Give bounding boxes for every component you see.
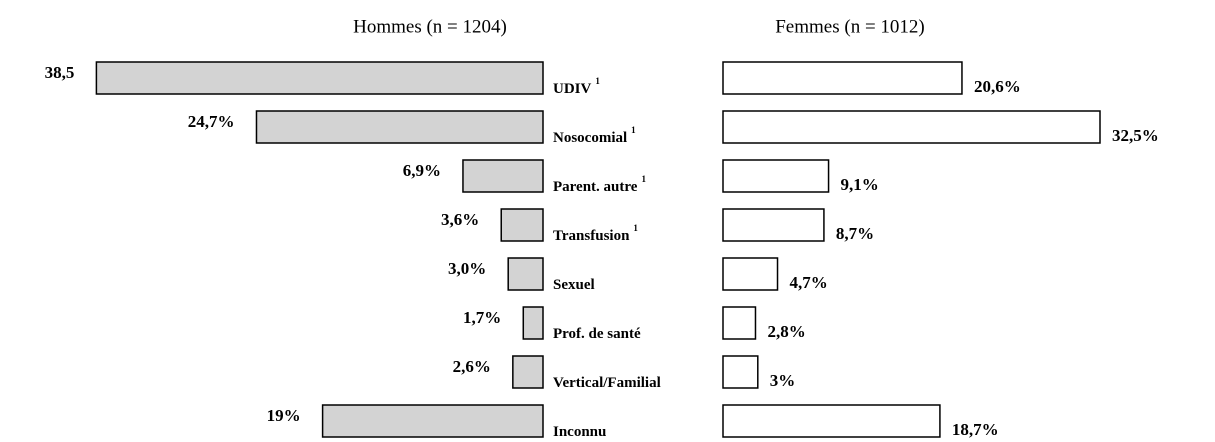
bar: [95, 61, 544, 95]
bar: [722, 110, 1101, 144]
bar: [722, 208, 825, 242]
value-label: 9,1%: [841, 175, 879, 194]
category-name: Sexuel: [553, 277, 595, 293]
bar: [722, 404, 941, 438]
footnote-mark: 1: [633, 223, 638, 233]
bar: [722, 355, 759, 389]
category-label: Parent. autre1: [553, 174, 646, 195]
bar: [321, 404, 544, 438]
category-label: Sexuel: [553, 277, 595, 293]
category-label: Transfusion1: [553, 223, 638, 244]
category-name: Nosocomial: [553, 130, 627, 146]
value-label: 20,6%: [974, 77, 1021, 96]
footnote-mark: 1: [641, 174, 646, 184]
series-title: Hommes (n = 1204): [353, 16, 507, 37]
value-label: 2,6%: [453, 357, 491, 376]
value-label: 24,7%: [188, 112, 235, 131]
value-label: 18,7%: [952, 420, 999, 439]
bar: [462, 159, 544, 193]
bar: [722, 257, 779, 291]
value-label: 38,5: [45, 63, 75, 82]
bar: [255, 110, 544, 144]
bar: [722, 159, 830, 193]
footnote-mark: 1: [595, 76, 600, 86]
bar: [522, 306, 544, 340]
category-label: Vertical/Familial: [553, 375, 661, 391]
value-label: 4,7%: [790, 273, 828, 292]
bar: [722, 61, 963, 95]
value-label: 1,7%: [463, 308, 501, 327]
category-label: UDIV1: [553, 76, 600, 97]
category-label: Inconnu: [553, 424, 606, 440]
category-name: Inconnu: [553, 424, 606, 440]
value-label: 8,7%: [836, 224, 874, 243]
category-name: Prof. de santé: [553, 326, 641, 342]
category-name: Transfusion: [553, 228, 630, 244]
value-label: 32,5%: [1112, 126, 1159, 145]
category-label: Nosocomial 1: [553, 125, 636, 146]
value-label: 3%: [770, 371, 796, 390]
bar: [512, 355, 544, 389]
value-label: 2,8%: [767, 322, 805, 341]
value-label: 6,9%: [403, 161, 441, 180]
category-label: Prof. de santé: [553, 326, 641, 342]
category-name: Parent. autre: [553, 179, 638, 195]
bar: [722, 306, 757, 340]
value-label: 3,6%: [441, 210, 479, 229]
footnote-mark: 1: [631, 125, 636, 135]
category-name: Vertical/Familial: [553, 375, 661, 391]
series-title: Femmes (n = 1012): [775, 16, 925, 37]
bar: [500, 208, 544, 242]
bar: [507, 257, 544, 291]
value-label: 3,0%: [448, 259, 486, 278]
category-name: UDIV: [553, 81, 592, 97]
value-label: 19%: [267, 406, 301, 425]
